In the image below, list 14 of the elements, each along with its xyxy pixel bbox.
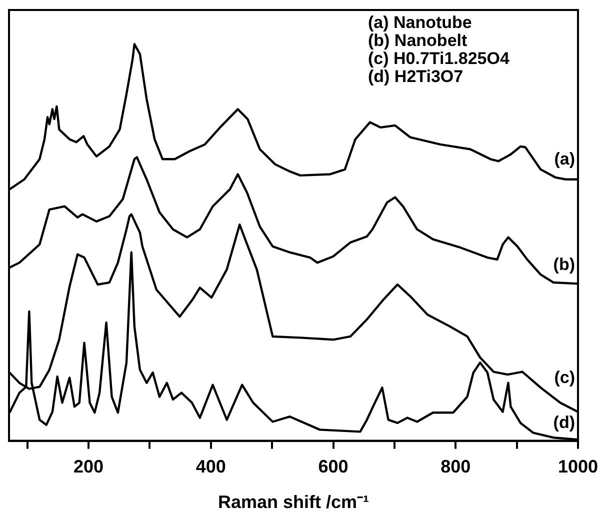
text: (a) Nanotube	[368, 13, 473, 32]
x-axis-title: Raman shift /cm⁻¹	[218, 492, 370, 512]
x-tick-label: 1000	[558, 456, 598, 477]
annotation: (b) Nanobelt	[368, 31, 468, 50]
annotation: (d) H2Ti3O7	[368, 67, 464, 86]
series-label: (b)	[553, 254, 575, 274]
series-label: (d)	[553, 413, 575, 432]
x-tick-label: 800	[440, 456, 471, 477]
series-label: (a)	[554, 150, 575, 169]
x-tick-label: 400	[196, 456, 226, 477]
x-tick-label: 600	[318, 456, 348, 477]
x-tick-label: 200	[74, 456, 104, 477]
series-label: (c)	[554, 368, 575, 387]
annotation: (c) H0.7Ti1.825O4	[368, 49, 510, 68]
